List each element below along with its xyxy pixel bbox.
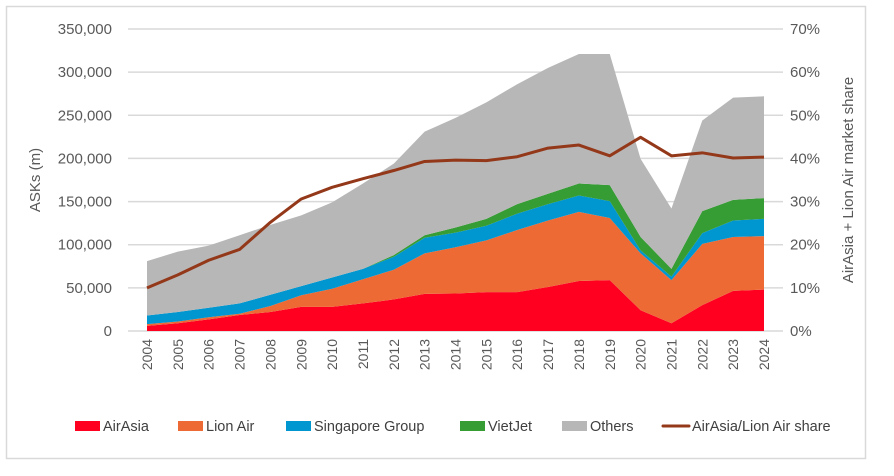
y-tick-label: 0 [104, 323, 112, 340]
x-tick-label: 2005 [170, 339, 186, 370]
y2-tick-label: 60% [790, 64, 820, 81]
y-tick-label: 150,000 [58, 194, 112, 211]
legend-swatch [460, 421, 485, 431]
x-tick-label: 2004 [139, 339, 155, 370]
legend-swatch [562, 421, 587, 431]
x-tick-label: 2016 [509, 339, 525, 370]
y2-tick-label: 40% [790, 150, 820, 167]
x-tick-label: 2012 [386, 339, 402, 370]
y-tick-label: 350,000 [58, 21, 112, 38]
x-tick-label: 2014 [448, 339, 464, 370]
x-tick-label: 2024 [756, 339, 772, 370]
x-tick-label: 2006 [201, 339, 217, 370]
legend-label: Singapore Group [314, 419, 424, 435]
x-tick-label: 2018 [571, 339, 587, 370]
legend-swatch [178, 421, 203, 431]
x-tick-label: 2017 [540, 339, 556, 370]
legend-label: AirAsia/Lion Air share [692, 419, 831, 435]
y2-tick-label: 50% [790, 107, 820, 124]
x-tick-label: 2009 [293, 339, 309, 370]
y2-tick-label: 30% [790, 194, 820, 211]
y-tick-label: 100,000 [58, 237, 112, 254]
y2-axis-title: AirAsia + Lion Air market share [840, 77, 857, 283]
y2-tick-label: 0% [790, 323, 812, 340]
legend-label: AirAsia [103, 419, 150, 435]
x-tick-label: 2011 [355, 339, 371, 369]
legend-label: Others [590, 419, 634, 435]
x-tick-label: 2007 [232, 339, 248, 370]
y-tick-label: 300,000 [58, 64, 112, 81]
x-tick-label: 2013 [417, 339, 433, 370]
y2-tick-label: 10% [790, 280, 820, 297]
legend-label: Lion Air [206, 419, 255, 435]
x-tick-label: 2010 [324, 339, 340, 370]
y-tick-label: 50,000 [66, 280, 112, 297]
y-tick-label: 250,000 [58, 107, 112, 124]
y-tick-label: 200,000 [58, 150, 112, 167]
legend-swatch [75, 421, 100, 431]
legend-label: VietJet [488, 419, 532, 435]
x-tick-label: 2022 [694, 339, 710, 370]
y2-tick-label: 20% [790, 237, 820, 254]
y2-tick-label: 70% [790, 21, 820, 38]
x-tick-label: 2021 [663, 339, 679, 370]
x-tick-label: 2020 [633, 339, 649, 370]
x-tick-label: 2019 [602, 339, 618, 370]
x-tick-label: 2008 [262, 339, 278, 370]
x-tick-label: 2023 [725, 339, 741, 370]
y-axis-title: ASKs (m) [27, 148, 44, 212]
x-tick-label: 2015 [478, 339, 494, 370]
legend-swatch [286, 421, 311, 431]
